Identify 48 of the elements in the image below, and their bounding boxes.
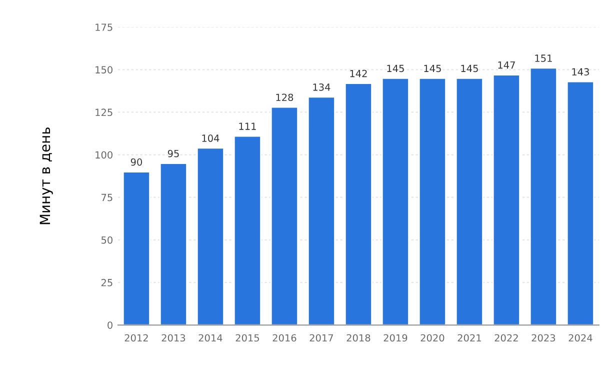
data-label: 90 xyxy=(130,158,142,166)
x-tick-label: 2012 xyxy=(124,334,148,342)
data-label: 111 xyxy=(239,122,256,130)
bar xyxy=(270,106,298,326)
y-tick-label: 125 xyxy=(96,108,112,116)
data-label: 104 xyxy=(202,134,220,142)
y-tick-label: 50 xyxy=(101,236,112,244)
bar xyxy=(122,171,150,326)
data-label: 145 xyxy=(461,64,478,72)
x-tick-label: 2019 xyxy=(384,334,408,342)
bar xyxy=(233,135,262,326)
y-axis-title: Минут в день xyxy=(40,127,53,224)
data-label: 145 xyxy=(424,64,441,72)
bar xyxy=(344,82,372,326)
x-tick-label: 2023 xyxy=(532,334,556,342)
data-label: 143 xyxy=(572,68,589,76)
bar xyxy=(566,80,594,326)
y-tick-label: 0 xyxy=(108,321,112,329)
data-label: 128 xyxy=(276,94,294,102)
x-tick-label: 2021 xyxy=(458,334,481,342)
bar xyxy=(307,96,336,326)
data-label: 151 xyxy=(535,54,552,62)
x-tick-label: 2015 xyxy=(236,334,259,342)
bar xyxy=(196,147,224,326)
x-tick-label: 2018 xyxy=(346,334,370,342)
x-tick-label: 2014 xyxy=(198,334,222,342)
bar xyxy=(159,162,188,326)
data-label: 147 xyxy=(498,61,515,69)
bar xyxy=(492,74,520,326)
y-tick-label: 100 xyxy=(96,151,112,159)
data-label: 145 xyxy=(387,64,404,72)
x-tick-label: 2013 xyxy=(162,334,186,342)
y-tick-label: 150 xyxy=(96,66,112,74)
x-tick-label: 2017 xyxy=(310,334,334,342)
bar xyxy=(455,77,484,326)
x-tick-label: 2016 xyxy=(272,334,296,342)
data-label: 142 xyxy=(350,70,367,78)
y-tick-label: 75 xyxy=(102,194,112,202)
x-tick-label: 2020 xyxy=(420,334,444,342)
data-label: 134 xyxy=(313,83,330,91)
y-tick-label: 175 xyxy=(96,24,112,31)
bar xyxy=(529,67,558,326)
data-label: 95 xyxy=(168,150,179,158)
x-tick-label: 2024 xyxy=(568,334,592,342)
bar xyxy=(381,77,410,326)
y-tick-label: 25 xyxy=(101,278,112,286)
x-tick-label: 2022 xyxy=(494,334,518,342)
bar xyxy=(418,77,446,326)
